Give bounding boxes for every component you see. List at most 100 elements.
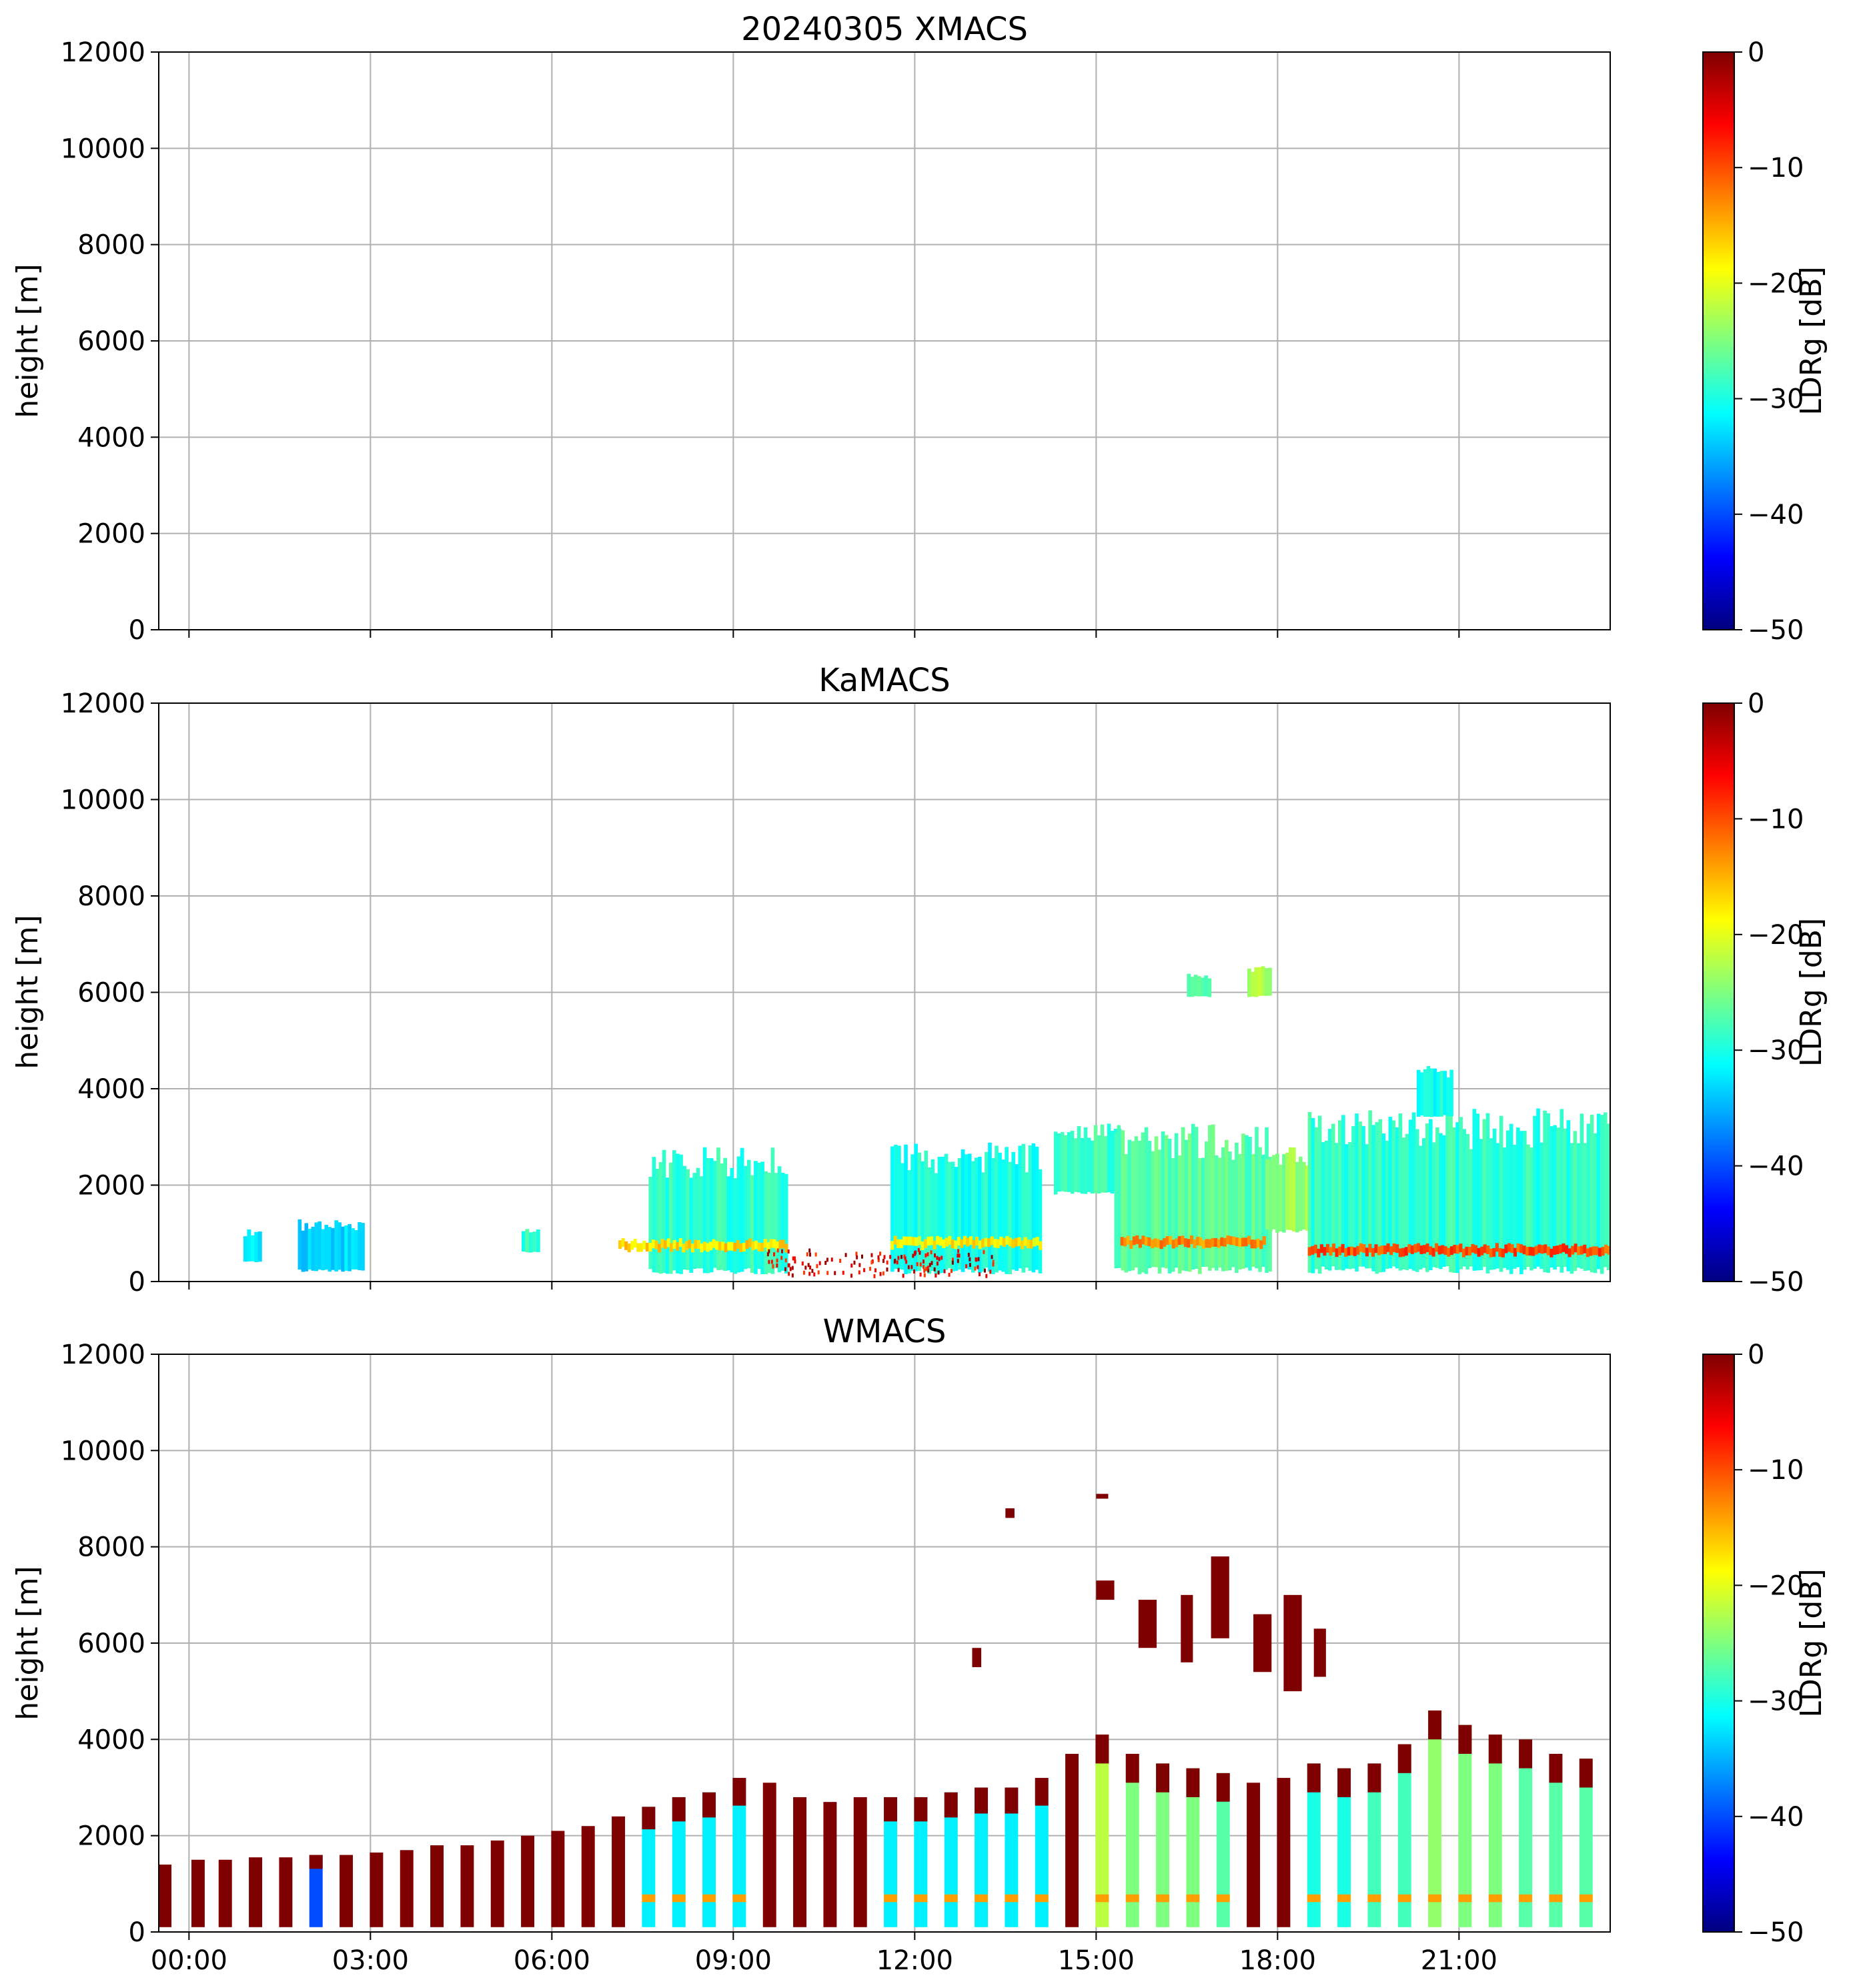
melting-layer-cell [978, 1240, 982, 1250]
melting-layer-cell [721, 1241, 725, 1251]
melting-layer-cell [1319, 1244, 1323, 1254]
colorbar-tick-label: −40 [1748, 1802, 1804, 1833]
echo-cell [1462, 1129, 1467, 1267]
noise-speckle [958, 1254, 961, 1258]
noise-speckle [924, 1253, 927, 1258]
echo-cell [1455, 1122, 1459, 1274]
echo-cell [1197, 1158, 1202, 1274]
echo-cell [1443, 1071, 1447, 1115]
melting-layer-cell [633, 1238, 637, 1248]
melting-layer-band [1579, 1894, 1593, 1903]
echo-cell [247, 1229, 251, 1262]
melting-layer-cell [1214, 1237, 1218, 1247]
echo-cell [525, 1229, 530, 1253]
melting-layer-cell [945, 1237, 949, 1247]
kamacs-y-ticks: 0 2000 4000 6000 8000 10000 12000 [61, 688, 159, 1298]
melting-layer-cell [618, 1240, 622, 1250]
melting-layer-band [1458, 1894, 1472, 1903]
wmacs-colorbar: 0 −10 −20 −30 −40 −50 LDRg [dB] [1702, 1340, 1828, 1948]
echo-cell [1161, 1131, 1165, 1268]
noise-speckle [918, 1250, 921, 1255]
melting-layer-cell [1329, 1247, 1333, 1256]
echo-cell [1031, 1143, 1036, 1273]
echo-cell [1502, 1147, 1507, 1268]
noise-speckle [957, 1249, 960, 1254]
echo-cell [1317, 1115, 1322, 1274]
melting-layer-band [732, 1894, 746, 1903]
noise-speckle [919, 1272, 922, 1277]
echo-cell [777, 1166, 782, 1273]
echo-cell [1365, 1144, 1369, 1269]
noise-speckle [787, 1249, 790, 1254]
echo-cell [1193, 975, 1198, 997]
noise-speckle [870, 1253, 873, 1258]
echo-cell [665, 1177, 670, 1274]
echo-cell [348, 1223, 352, 1272]
echo-cell [1449, 1115, 1453, 1272]
melting-layer-cell [1189, 1235, 1193, 1245]
noise-speckle [941, 1256, 943, 1260]
echo-column-cap [702, 1792, 716, 1818]
melting-layer-cell [642, 1240, 646, 1250]
echo-cell [1358, 1121, 1362, 1267]
echo-cell [1311, 1117, 1315, 1274]
echo-column [400, 1850, 414, 1927]
xmacs-y-ticks: 0 2000 4000 6000 8000 10000 12000 [61, 37, 159, 646]
echo-cell [1546, 1113, 1550, 1274]
echo-cell [1433, 1068, 1437, 1117]
melting-layer-cell [893, 1235, 897, 1245]
echo-cell [1121, 1130, 1125, 1271]
melting-layer-cell [660, 1239, 664, 1248]
echo-cell [904, 1144, 908, 1275]
melting-layer-cell [1238, 1238, 1242, 1248]
melting-layer-cell [1419, 1245, 1423, 1254]
echo-cell [770, 1147, 775, 1274]
melting-layer-cell [1035, 1237, 1039, 1246]
xmacs-ylabel: height [m] [11, 264, 45, 418]
echo-cell [1570, 1143, 1574, 1274]
melting-layer-cell [1465, 1246, 1469, 1256]
echo-cell [957, 1158, 962, 1270]
echo-cell [1187, 973, 1191, 997]
echo-cell [951, 1161, 955, 1272]
melting-layer-cell [1033, 1237, 1037, 1247]
echo-cell [686, 1169, 690, 1270]
kamacs-data [243, 966, 1610, 1279]
melting-layer-cell [760, 1243, 764, 1252]
echo-cell [934, 1173, 939, 1274]
echo-cell [672, 1150, 676, 1271]
echo-column [370, 1852, 384, 1927]
noise-speckle [919, 1262, 922, 1267]
melting-layer-band [1005, 1894, 1019, 1903]
echo-cell [1063, 1135, 1068, 1192]
colorbar-tick-label: −40 [1748, 500, 1804, 530]
echo-cell [961, 1149, 965, 1272]
echo-cell [676, 1153, 680, 1274]
echo-column [1216, 1773, 1230, 1927]
echo-column-cap [884, 1797, 898, 1822]
echo-cell [1576, 1143, 1581, 1268]
melting-layer-cell [1461, 1248, 1465, 1258]
echo-cell [1314, 1127, 1319, 1270]
y-tick-label: 10000 [61, 785, 145, 816]
melting-layer-cell [1495, 1243, 1499, 1252]
noise-speckle [791, 1273, 794, 1278]
noise-speckle [861, 1254, 864, 1259]
echo-cell [947, 1161, 952, 1268]
noise-speckle [794, 1256, 796, 1261]
echo-cell [754, 1161, 758, 1274]
melting-layer-cell [1435, 1243, 1439, 1252]
x-tick-label: 03:00 [332, 1945, 409, 1976]
melting-layer-cell [712, 1239, 716, 1248]
melting-layer-cell [972, 1239, 976, 1249]
echo-column [1579, 1759, 1593, 1927]
echo-cell [1539, 1142, 1543, 1270]
echo-cell [1324, 1140, 1329, 1270]
melting-layer-cell [1607, 1246, 1610, 1255]
echo-column-cap [1549, 1753, 1563, 1783]
melting-layer-cell [926, 1236, 931, 1246]
melting-layer-cell [1371, 1248, 1375, 1257]
echo-cell [1292, 1147, 1296, 1232]
melting-layer-cell [1150, 1239, 1155, 1249]
echo-cell [311, 1226, 316, 1271]
